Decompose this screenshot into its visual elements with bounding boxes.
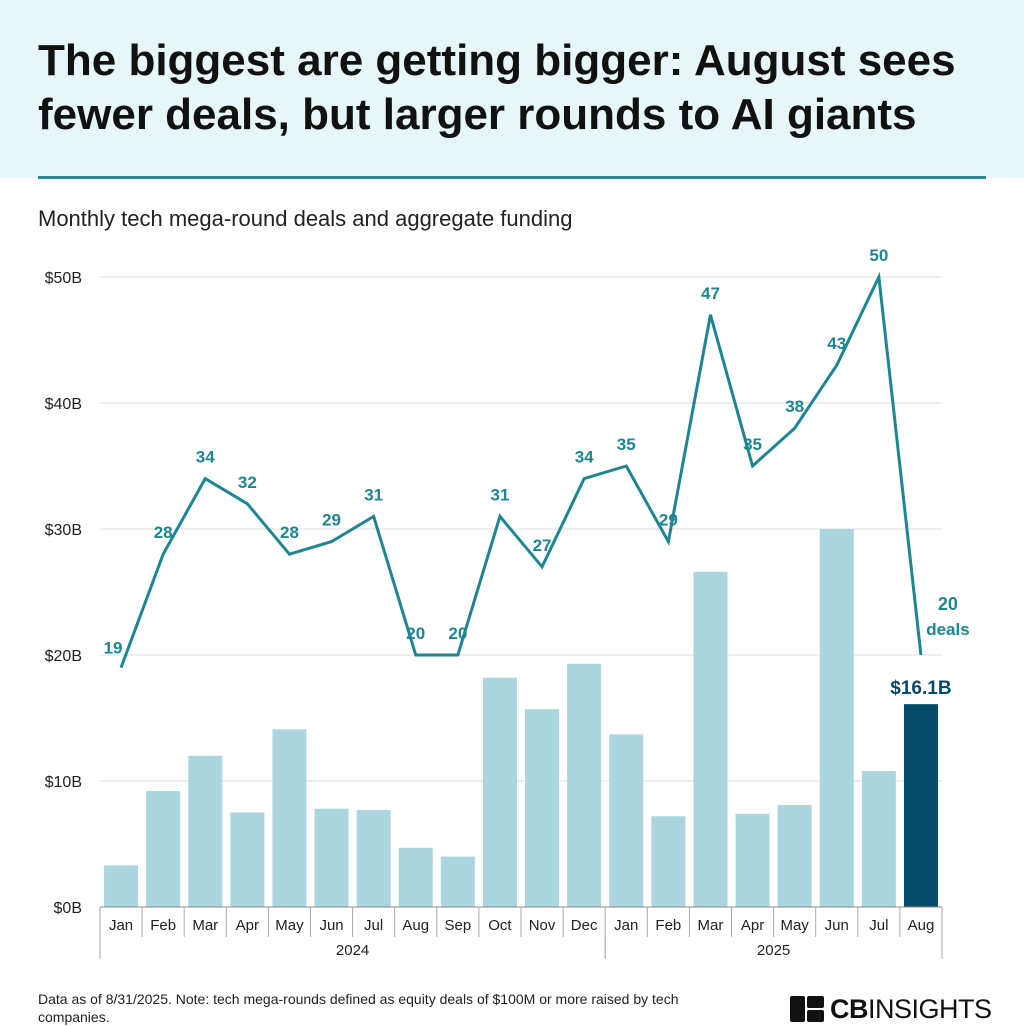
deal-count-label: 50: [869, 246, 888, 265]
x-tick-label: Jun: [825, 917, 849, 934]
logo-text-bold: CB: [830, 993, 869, 1024]
bar: [735, 813, 770, 907]
bar: [609, 734, 644, 907]
deal-count-label: 20: [406, 624, 425, 643]
y-tick-label: $30B: [45, 522, 82, 539]
x-tick-label: Jan: [614, 917, 638, 934]
x-tick-label: Jan: [109, 917, 133, 934]
deal-count-label: 34: [575, 448, 594, 467]
bar: [567, 663, 602, 907]
bar: [188, 755, 223, 907]
x-tick-label: Aug: [402, 917, 429, 934]
deal-count-label: 20: [448, 624, 467, 643]
x-group-label: 2024: [336, 942, 369, 959]
chart-subtitle: Monthly tech mega-round deals and aggreg…: [38, 206, 573, 231]
bar: [272, 729, 307, 907]
funding-highlight-label: $16.1B: [890, 678, 951, 699]
chart-title: The biggest are getting bigger: August s…: [38, 36, 956, 139]
x-tick-label: Apr: [236, 917, 259, 934]
x-tick-label: Aug: [908, 917, 935, 934]
bar: [440, 856, 475, 907]
bar: [104, 865, 139, 907]
header-banner: [0, 0, 1024, 178]
deal-count-label: 34: [196, 448, 215, 467]
deal-count-label: 38: [785, 397, 804, 416]
deal-count-label: 19: [104, 639, 123, 658]
bar: [230, 812, 265, 907]
deal-count-label: 29: [659, 511, 678, 530]
chart-svg: $0B $10B $20B $30B $40B $50B Jan Feb Mar Apr May Ju…: [45, 246, 970, 959]
x-tick-label: Feb: [150, 917, 176, 934]
x-tick-label: Jul: [869, 917, 888, 934]
bar: [146, 791, 181, 907]
x-tick-label: Dec: [571, 917, 598, 934]
y-tick-label: $50B: [45, 270, 82, 287]
bar: [314, 808, 349, 907]
deal-count-label: 35: [617, 435, 636, 454]
x-tick-label: Apr: [741, 917, 764, 934]
deal-count-label: 27: [533, 536, 552, 555]
deal-count-suffix: deals: [926, 620, 969, 639]
x-tick-label: Sep: [444, 917, 471, 934]
y-tick-label: $20B: [45, 648, 82, 665]
cb-insights-logo-text: CBINSIGHTS: [830, 994, 992, 1025]
deal-count-label: 20: [938, 594, 958, 614]
footnote: Data as of 8/31/2025. Note: tech mega-ro…: [38, 991, 679, 1025]
bar: [398, 847, 433, 907]
header-divider: [38, 176, 986, 179]
x-tick-label: Nov: [529, 917, 556, 934]
x-tick-label: May: [780, 917, 809, 934]
x-tick-label: Mar: [698, 917, 724, 934]
deal-count-label: 47: [701, 284, 720, 303]
deal-count-label: 28: [280, 523, 299, 542]
x-tick-label: Oct: [488, 917, 512, 934]
y-tick-label: $40B: [45, 396, 82, 413]
deal-count-label: 29: [322, 511, 341, 530]
x-tick-label: Jun: [319, 917, 343, 934]
x-tick-label: Mar: [192, 917, 218, 934]
x-tick-label: May: [275, 917, 304, 934]
y-tick-label: $0B: [54, 900, 82, 917]
cb-insights-logo-icon: [790, 996, 824, 1022]
x-tick-label: Feb: [655, 917, 681, 934]
bar: [693, 571, 728, 907]
deal-count-label: 28: [154, 523, 173, 542]
bar: [777, 804, 812, 907]
x-group-label: 2025: [757, 942, 790, 959]
bar: [861, 770, 896, 907]
cb-insights-logo: CBINSIGHTS: [790, 994, 992, 1024]
logo-text-thin: INSIGHTS: [868, 993, 992, 1024]
bar: [651, 816, 686, 907]
y-tick-label: $10B: [45, 774, 82, 791]
deal-count-label: 35: [743, 435, 762, 454]
bar: [356, 809, 391, 907]
bar: [525, 709, 560, 907]
bar: [819, 529, 854, 907]
deals-line: [119, 271, 923, 669]
deal-count-label: 31: [490, 485, 509, 504]
deal-count-label: 32: [238, 473, 257, 492]
bar-highlight: [903, 704, 938, 907]
deal-count-label: 31: [364, 485, 383, 504]
deal-count-label: 43: [827, 334, 846, 353]
bar: [482, 677, 517, 907]
x-tick-label: Jul: [364, 917, 383, 934]
